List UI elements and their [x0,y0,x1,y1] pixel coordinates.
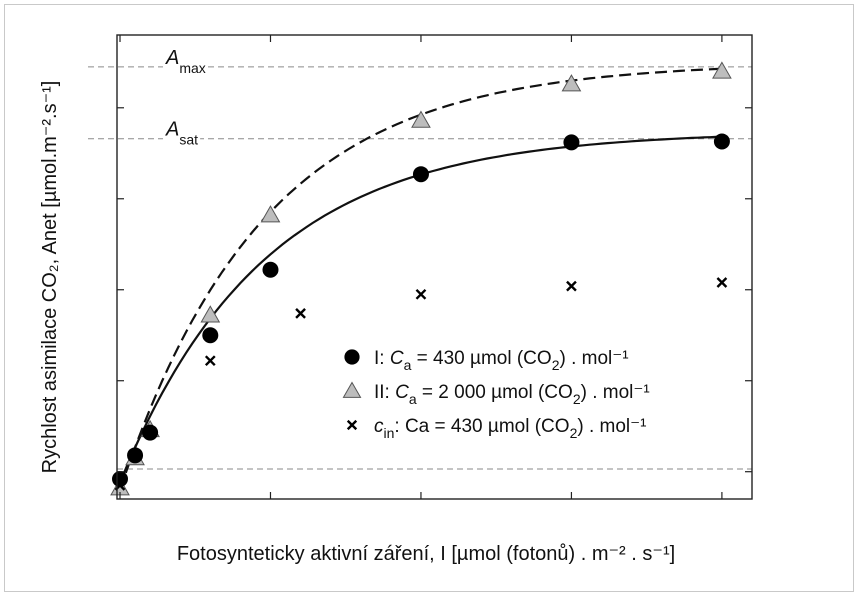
data-point-cross [144,428,156,439]
axis-ticks [117,35,752,499]
plot-area-border [116,34,753,500]
legend-marker-circle [344,349,360,365]
data-point-cross [415,288,427,300]
legend-subscript: 2 [573,391,581,407]
reference-label: Amax [165,47,206,76]
legend-text: : Ca = 430 µmol (CO [394,416,569,437]
y-axis-label: Rychlost asimilace CO₂, Anet [µmol.m⁻².s… [39,81,61,474]
legend-subscript: a [409,391,417,407]
data-point-triangle [411,110,431,128]
data-point-triangle [200,305,221,323]
data-point-circle [713,133,730,150]
data-point-circle [412,166,429,183]
data-point-circle [127,447,144,464]
legend-subscript: a [404,357,412,373]
reference-label-subscript: sat [179,132,198,148]
reference-label-symbol: A [165,47,179,69]
reference-label-background [163,117,201,149]
data-point-cross [566,280,577,292]
data-point-cross [129,451,141,463]
legend-text: = 430 µmol (CO [411,348,551,369]
reference-label: Asat [165,119,198,148]
data-point-triangle [712,61,732,79]
figure-frame [4,4,854,592]
legend-entry: I: Ca = 430 µmol (CO2) . mol⁻¹ [374,348,629,373]
legend-symbol: C [395,382,409,403]
legend-entry: II: Ca = 2 000 µmol (CO2) . mol⁻¹ [374,382,650,407]
x-axis-label: Fotosynteticky aktivní záření, I [µmol (… [177,543,675,565]
legend-subscript: 2 [552,357,560,373]
data-point-circle [563,134,580,151]
legend-lead: I: [374,348,390,369]
legend-text: ) . mol⁻¹ [577,416,646,437]
data-point-triangle [260,205,281,223]
reference-label-subscript: max [179,60,205,76]
data-point-circle [262,261,279,278]
legend-marker-cross [346,419,358,431]
data-point-cross [716,277,728,288]
legend-text: ) . mol⁻¹ [581,382,650,403]
legend-entry: cin: Ca = 430 µmol (CO2) . mol⁻¹ [374,416,647,441]
fit-curve-ii [118,67,722,491]
reference-label-background [163,45,208,77]
legend-subscript: in [384,425,395,441]
legend-symbol: C [390,348,404,369]
data-point-triangle [561,74,582,92]
legend: I: Ca = 430 µmol (CO2) . mol⁻¹II: Ca = 2… [342,348,650,441]
legend-text: = 2 000 µmol (CO [417,382,573,403]
legend-text: ) . mol⁻¹ [559,348,628,369]
legend-lead: II: [374,382,395,403]
legend-marker-triangle [342,381,362,398]
reference-label-symbol: A [165,119,179,141]
data-point-cross [295,308,306,319]
legend-symbol: c [374,416,384,437]
data-point-circle [202,327,219,344]
data-point-cross [204,355,216,367]
legend-subscript: 2 [570,425,578,441]
